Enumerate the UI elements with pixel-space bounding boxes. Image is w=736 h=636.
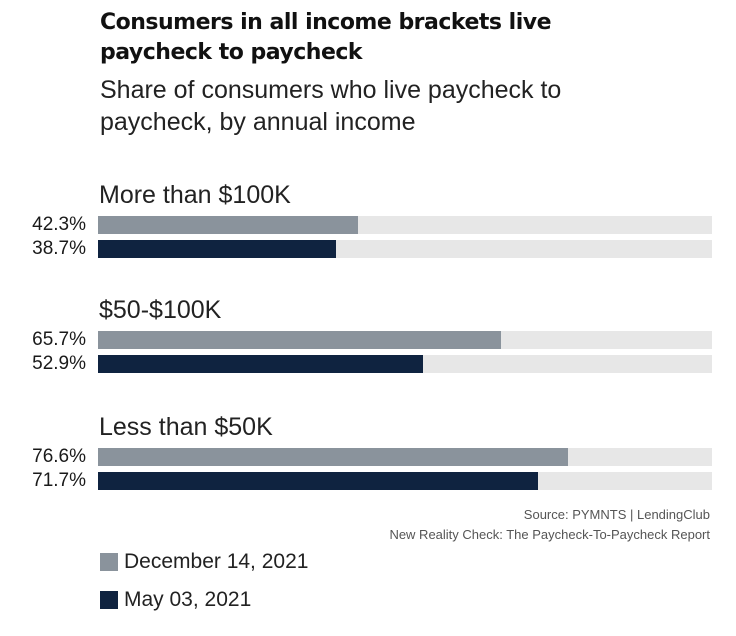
category-label: $50-$100K [99, 296, 222, 324]
legend-swatch-may [100, 591, 118, 609]
bar-track [98, 331, 712, 349]
category-label: Less than $50K [99, 413, 273, 441]
data-label: 38.7% [32, 238, 86, 259]
legend-label-december: December 14, 2021 [124, 550, 309, 573]
data-label: 65.7% [32, 329, 86, 350]
bar-track [98, 472, 712, 490]
bar-track [98, 216, 712, 234]
data-label: 42.3% [32, 214, 86, 235]
chart-subtitle: Share of consumers who live paycheck to … [100, 76, 562, 136]
legend-swatch-december [100, 553, 118, 571]
data-label: 76.6% [32, 446, 86, 467]
chart-title: Consumers in all income brackets live pa… [100, 10, 552, 65]
bar [98, 472, 539, 490]
bar [98, 331, 502, 349]
category-label: More than $100K [99, 181, 291, 209]
bar [98, 355, 423, 373]
bar [98, 216, 358, 234]
report-name: New Reality Check: The Paycheck-To-Paych… [389, 527, 710, 542]
bar-track [98, 448, 712, 466]
bar [98, 240, 336, 258]
bar [98, 448, 569, 466]
legend-label-may: May 03, 2021 [124, 588, 252, 611]
bar-track [98, 355, 712, 373]
data-label: 52.9% [32, 353, 86, 374]
bar-track [98, 240, 712, 258]
source-line: Source: PYMNTS | LendingClub [523, 507, 710, 522]
data-label: 71.7% [32, 470, 86, 491]
